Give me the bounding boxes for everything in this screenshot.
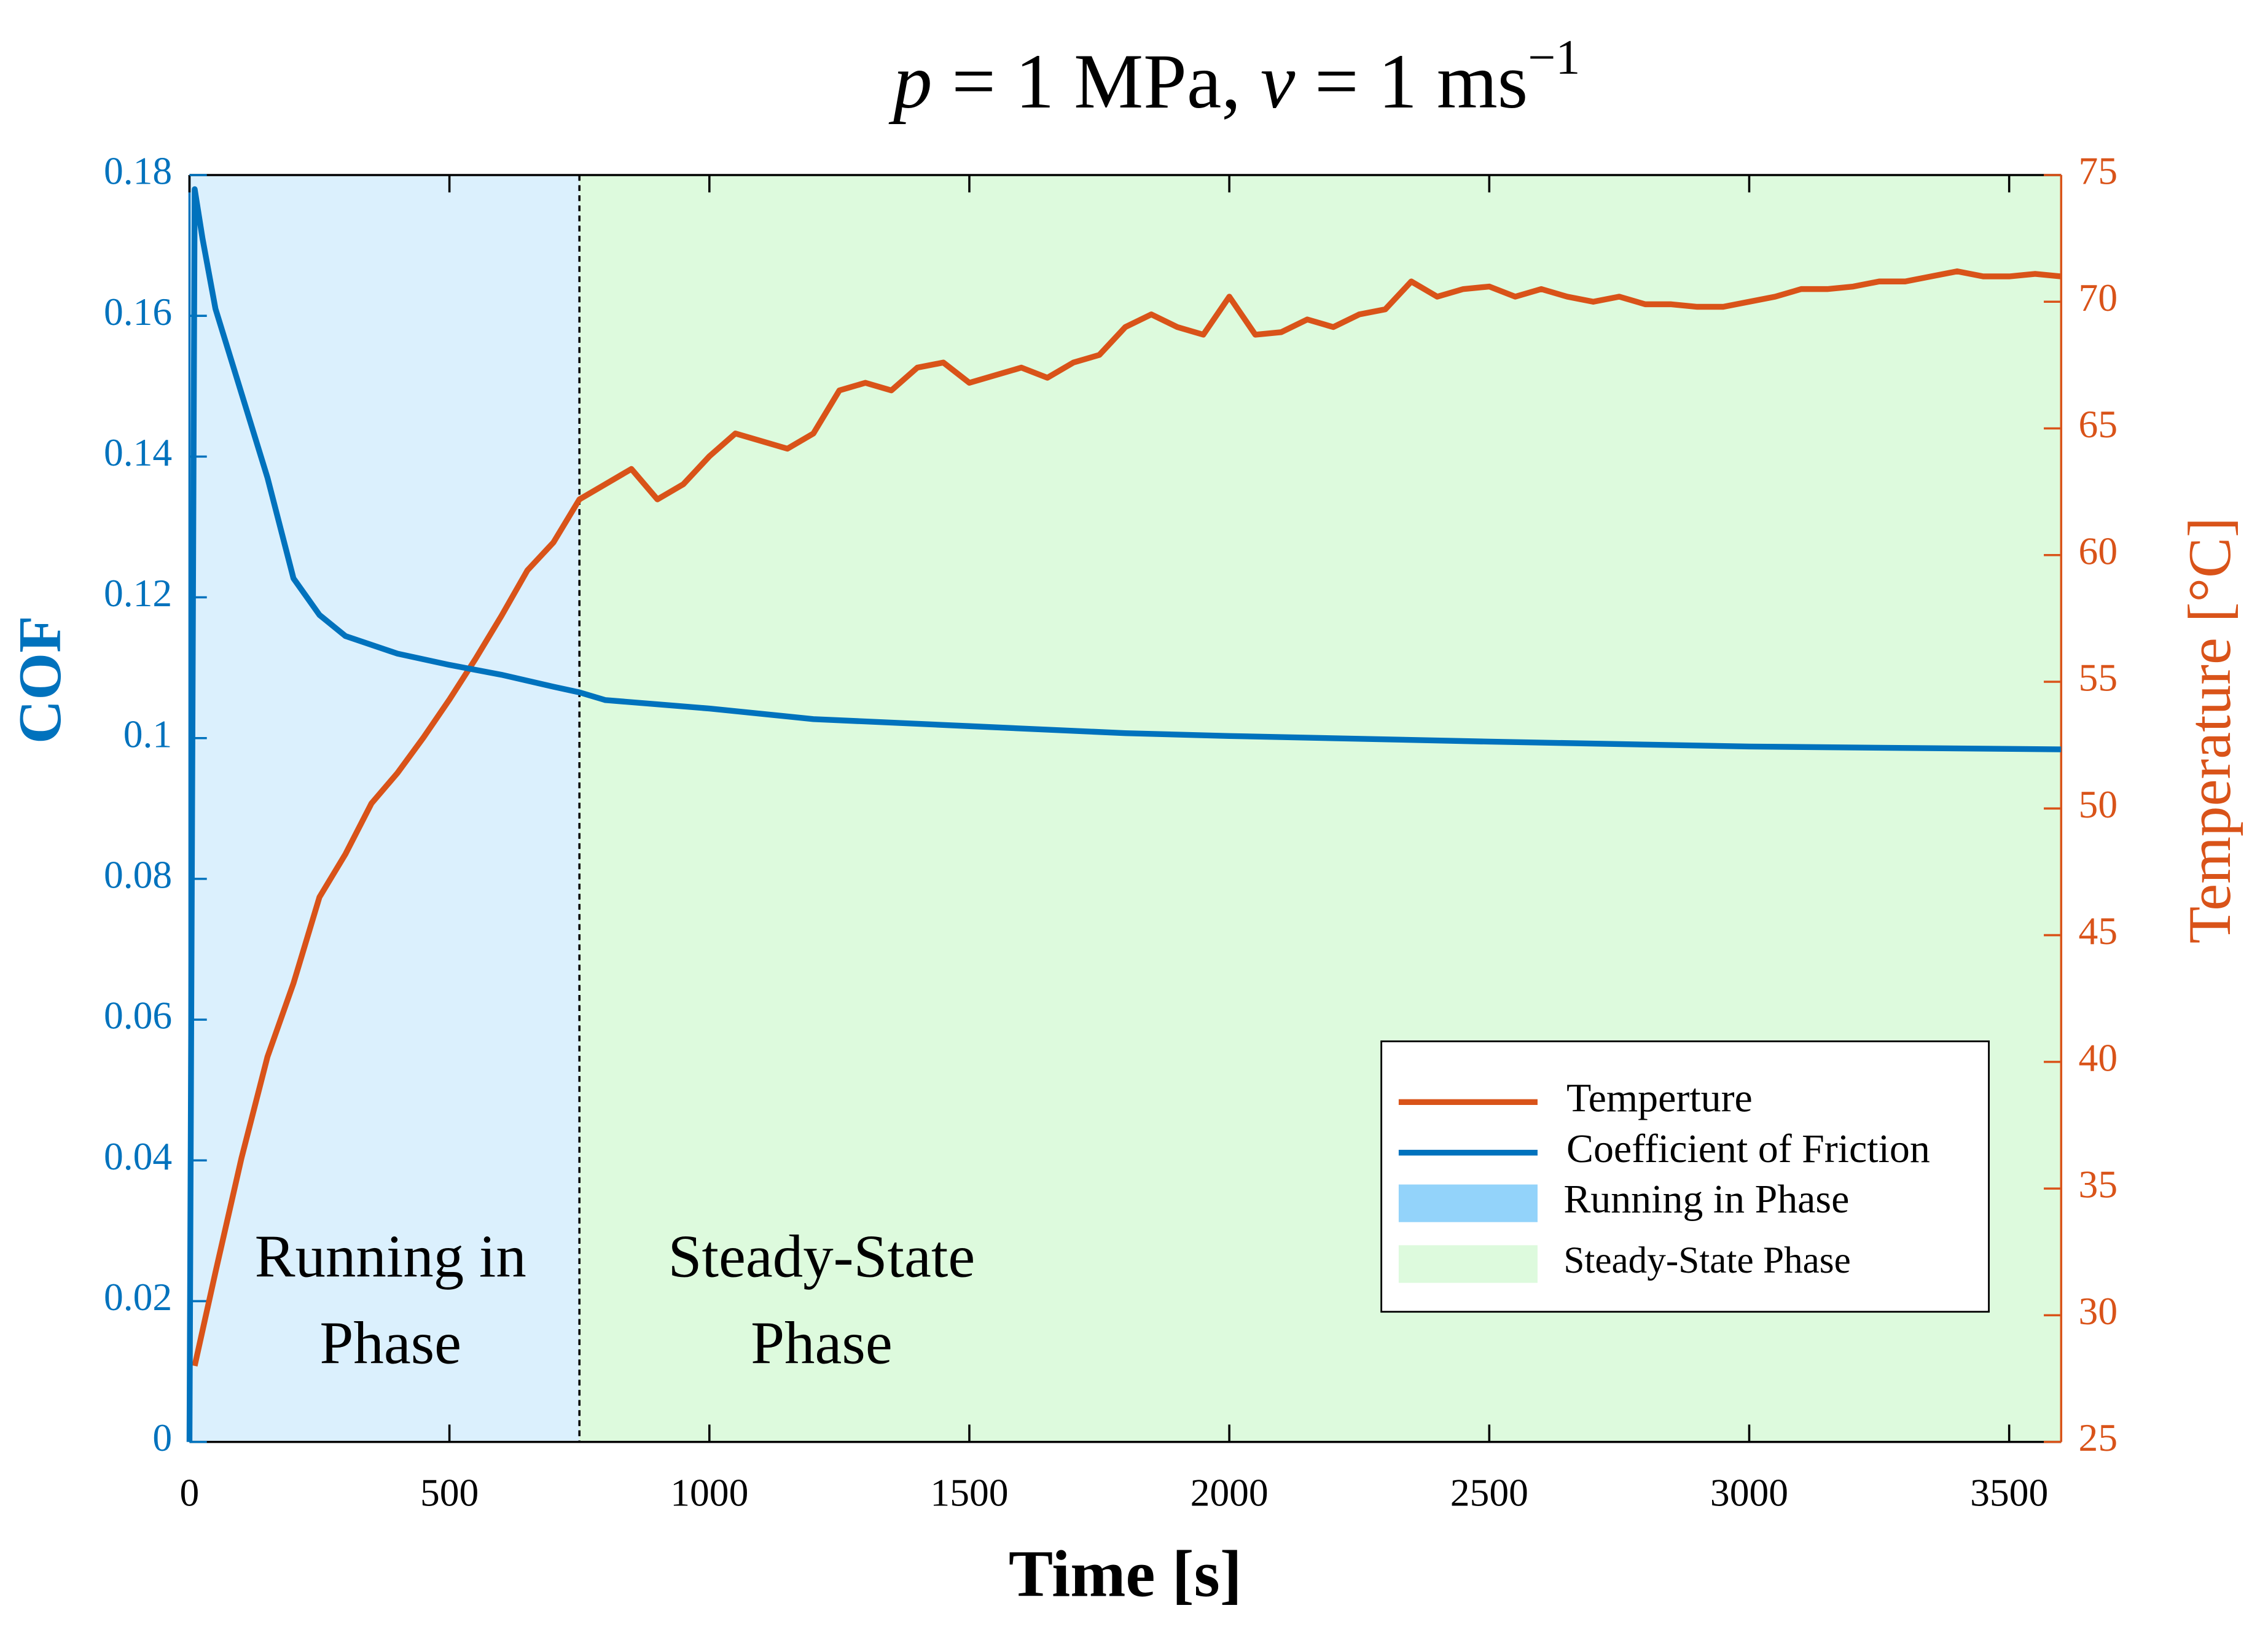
series-line [186, 186, 2062, 1442]
legend-patch [1398, 1245, 1538, 1283]
y-tick-label: 0.12 [104, 571, 172, 615]
region-label: Phase [319, 1310, 461, 1377]
legend-box [1380, 1040, 1990, 1313]
x-tick-label: 1500 [930, 1471, 1008, 1515]
y-tick-label: 0.18 [104, 149, 172, 193]
x-axis-label: Time [s] [1009, 1537, 1242, 1611]
region-label: Running in [255, 1223, 526, 1290]
title-part: v [1261, 38, 1296, 125]
y2-tick-label: 40 [2079, 1036, 2118, 1079]
x-tick-label: 3500 [1970, 1471, 2048, 1515]
y2-tick-label: 30 [2079, 1289, 2118, 1333]
y-tick-label: 0.14 [104, 431, 172, 474]
y-tick-label: 0.06 [104, 994, 172, 1037]
y2-tick-label: 75 [2079, 149, 2118, 193]
y-axis-label: COF [7, 615, 74, 744]
legend-label: Running in Phase [1563, 1177, 1849, 1222]
x-tick-label: 2000 [1191, 1471, 1269, 1515]
chart-title: p = 1 MPa, v = 1 ms−1 [888, 31, 1580, 125]
y-tick-label: 0.04 [104, 1134, 172, 1178]
region [189, 174, 580, 1442]
x-tick-label: 500 [420, 1471, 479, 1515]
y2-tick-label: 60 [2079, 529, 2118, 572]
region-label: Phase [751, 1310, 893, 1377]
series-line [192, 268, 2062, 1367]
title-part: = 1 MPa, [933, 38, 1261, 125]
legend-label: Coefficient of Friction [1566, 1126, 1930, 1171]
legend-patch [1398, 1184, 1538, 1222]
title-part: −1 [1528, 31, 1580, 85]
y2-tick-label: 65 [2079, 402, 2118, 446]
y-tick-label: 0.16 [104, 290, 172, 334]
y-tick-label: 0.08 [104, 853, 172, 896]
y2-tick-label: 70 [2079, 276, 2118, 319]
region-label: Steady-State [668, 1223, 976, 1290]
x-tick-label: 1000 [670, 1471, 748, 1515]
legend-label: Temperture [1566, 1075, 1753, 1120]
y-tick-label: 0.1 [123, 712, 172, 755]
title-part: = 1 ms [1295, 38, 1528, 125]
y2-tick-label: 25 [2079, 1416, 2118, 1459]
y2-tick-label: 35 [2079, 1163, 2118, 1206]
x-tick-label: 2500 [1450, 1471, 1528, 1515]
y-tick-label: 0 [152, 1416, 172, 1459]
y-tick-label: 0.02 [104, 1275, 172, 1319]
y2-tick-label: 55 [2079, 656, 2118, 700]
x-tick-label: 0 [180, 1471, 200, 1515]
legend-label: Steady-State Phase [1563, 1239, 1850, 1281]
x-tick-label: 3000 [1710, 1471, 1788, 1515]
y2-tick-label: 45 [2079, 909, 2118, 953]
y2-axis-label: Temperature [°C] [2176, 517, 2243, 943]
y2-tick-label: 50 [2079, 782, 2118, 826]
title-part: p [888, 38, 933, 125]
